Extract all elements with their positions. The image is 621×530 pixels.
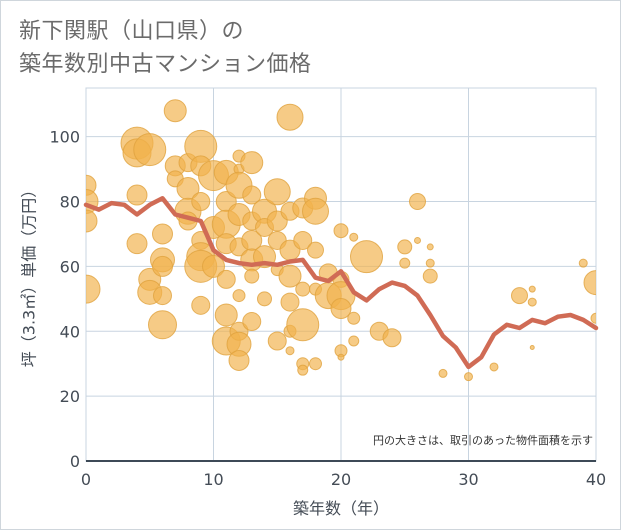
y-tick-label: 0 — [70, 452, 80, 471]
bubble-point — [382, 328, 402, 348]
size-note: 円の大きさは、取引のあった物件面積を示す — [373, 433, 593, 447]
bubble-point — [263, 178, 291, 206]
bubble-point — [511, 287, 528, 305]
bubbles — [86, 99, 596, 382]
trend-line-group — [83, 196, 599, 370]
trend-line — [83, 196, 599, 370]
x-axis-label: 築年数（年） — [293, 499, 389, 518]
bubble-point — [242, 312, 262, 332]
bubble-point — [163, 99, 187, 123]
bubble-point — [349, 232, 359, 242]
bubble-point — [583, 270, 596, 296]
bubble-point — [528, 285, 536, 293]
bubble-point — [309, 357, 322, 371]
y-tick-label: 40 — [60, 322, 80, 341]
bubble-point — [228, 349, 250, 371]
x-tick-label: 0 — [81, 470, 91, 489]
bubble-point — [276, 103, 304, 131]
bubble-point — [414, 236, 421, 244]
y-tick-label: 20 — [60, 387, 80, 406]
bubble-point — [153, 286, 172, 306]
bubble-point — [86, 209, 98, 233]
x-tick-label: 20 — [331, 470, 351, 489]
bubble-point — [307, 241, 324, 259]
bubble-point — [280, 292, 300, 312]
bubble-point — [330, 298, 352, 320]
bubble-point — [244, 268, 260, 284]
bubble-point — [590, 312, 596, 324]
bubble-point — [350, 240, 383, 274]
bubble-point — [216, 269, 236, 289]
bubble-point — [333, 223, 349, 239]
chart-title-line1: 新下関駅（山口県）の — [19, 19, 245, 44]
x-tick-label: 40 — [586, 470, 606, 489]
bubble-point — [152, 255, 173, 277]
bubble-point — [285, 346, 295, 356]
bubble-point — [397, 239, 413, 255]
bubble-point — [295, 281, 311, 297]
bubble-point — [214, 303, 238, 327]
bubble-point — [527, 297, 537, 307]
bubble-point — [152, 223, 173, 245]
bubble-point — [425, 258, 435, 268]
bubble-point — [426, 243, 434, 251]
bubble-point — [489, 362, 499, 372]
bubble-point — [286, 308, 320, 342]
axes: 0 10 20 30 40 0 20 40 60 80 100 — [49, 128, 606, 489]
y-tick-label: 80 — [60, 193, 80, 212]
bubble-point — [202, 254, 225, 278]
bubble-point — [232, 289, 246, 303]
bubble-point — [529, 344, 535, 350]
bubble-point — [133, 133, 167, 167]
bubble-point — [422, 268, 438, 284]
bubble-point — [257, 291, 272, 307]
bubble-point — [191, 295, 211, 315]
bubble-point — [126, 233, 148, 255]
y-axis-label: 坪（3.3㎡）単価（万円） — [20, 182, 39, 367]
bubble-point — [278, 264, 302, 288]
bubble-point — [191, 192, 211, 212]
chart-title-line2: 築年数別中古マンション価格 — [19, 52, 312, 77]
bubble-point — [348, 335, 360, 347]
bubble-point — [86, 274, 101, 304]
x-tick-label: 10 — [203, 470, 223, 489]
bubble-point — [578, 258, 588, 268]
bubble-point — [297, 364, 309, 376]
bubble-point — [267, 331, 287, 351]
bubble-point — [126, 184, 148, 206]
bubble-point — [148, 310, 177, 340]
bubble-point — [347, 311, 361, 325]
bubble-point — [438, 368, 448, 378]
bubble-point — [293, 230, 313, 250]
chart-title: 新下関駅（山口県）の 築年数別中古マンション価格 — [19, 15, 312, 81]
y-tick-label: 60 — [60, 257, 80, 276]
bubble-point — [242, 185, 262, 205]
x-tick-label: 30 — [458, 470, 478, 489]
bubble-point — [399, 257, 411, 269]
bubble-point — [302, 197, 329, 225]
bubble-point — [240, 151, 264, 175]
bubble-point — [409, 193, 426, 211]
bubble-point — [337, 353, 345, 361]
bubble-point — [464, 372, 473, 382]
y-tick-label: 100 — [49, 128, 80, 147]
